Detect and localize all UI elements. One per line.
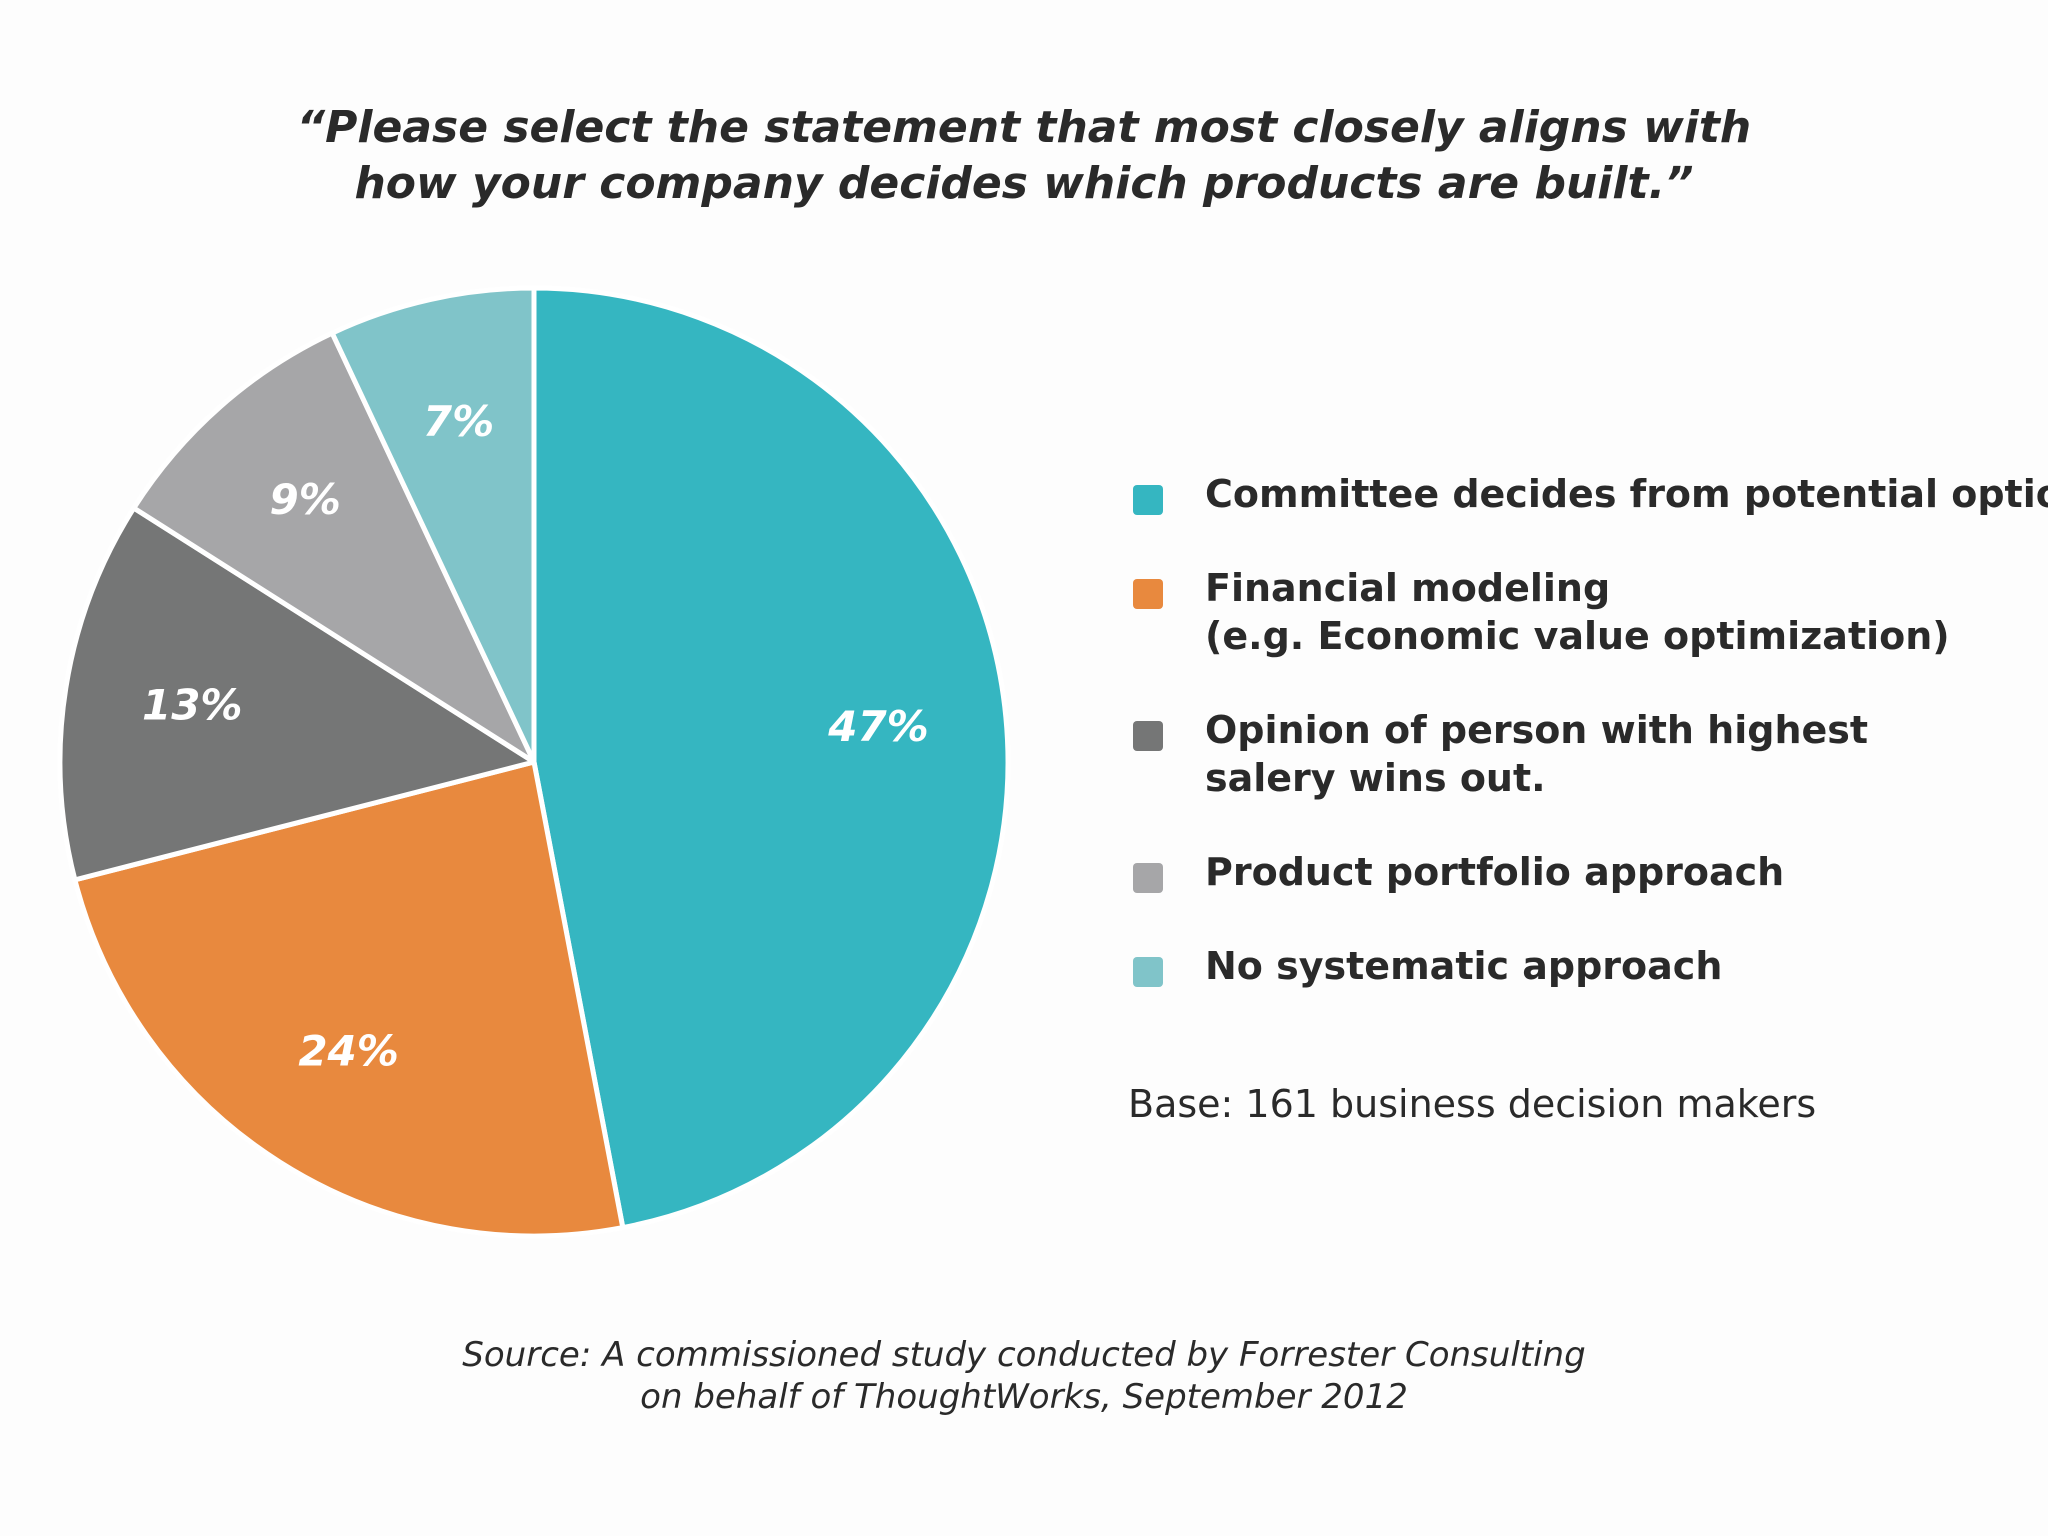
legend-label-line: Product portfolio approach xyxy=(1205,850,1785,894)
pie-slice-label-3: 9% xyxy=(270,475,341,524)
legend-swatch xyxy=(1133,485,1163,515)
legend-swatch xyxy=(1133,721,1163,751)
legend-label-line: Committee decides from potential options xyxy=(1205,472,2048,516)
legend-item-opinion-of-person-with-highest: Opinion of person with highest salery win… xyxy=(1133,706,2033,802)
chart-title-line-1: “Please select the statement that most c… xyxy=(296,102,1752,153)
legend-label-line: Financial modeling xyxy=(1205,566,1611,610)
legend: Committee decides from potential options… xyxy=(1133,470,2048,1036)
legend-label: Financial modeling (e.g. Economic value o… xyxy=(1205,564,2033,660)
source-line-2: on behalf of ThoughtWorks, September 201… xyxy=(640,1377,1408,1417)
legend-swatch xyxy=(1133,863,1163,893)
pie-slice-24-pct-1 xyxy=(72,759,626,1239)
pie-slice-13-pct-2 xyxy=(57,505,537,883)
pie-slice-label-2: 13% xyxy=(142,680,243,729)
pie-slice-label-4: 7% xyxy=(423,397,494,446)
pie-slice-47-pct-0 xyxy=(531,285,1011,1231)
legend-label: Product portfolio approach xyxy=(1205,848,2033,896)
legend-item-committee-decides-from-potential-options: Committee decides from potential options xyxy=(1133,470,2048,518)
pie-slice-7-pct-4 xyxy=(329,285,537,765)
pie-slice-label-1: 24% xyxy=(298,1027,399,1076)
legend-item-financial-modeling: Financial modeling (e.g. Economic value o… xyxy=(1133,564,2033,660)
pie-slice-label-0: 47% xyxy=(827,702,929,751)
pie-slice-9-pct-3 xyxy=(131,330,537,765)
chart-title: “Please select the statement that most c… xyxy=(0,100,2048,212)
source-note: Source: A commissioned study conducted b… xyxy=(0,1334,2048,1418)
pie-chart: 47% 24% 13% 9% 7% xyxy=(57,285,1011,1239)
legend-swatch xyxy=(1133,579,1163,609)
source-line-1: Source: A commissioned study conducted b… xyxy=(462,1335,1586,1375)
legend-label: Committee decides from potential options xyxy=(1205,470,2048,518)
legend-label-line: (e.g. Economic value optimization) xyxy=(1205,614,1950,658)
legend-item-no-systematic-approach: No systematic approach xyxy=(1133,942,2033,990)
legend-label-line: No systematic approach xyxy=(1205,944,1723,988)
base-note: Base: 161 business decision makers xyxy=(1128,1082,1817,1126)
legend-label-line: Opinion of person with highest xyxy=(1205,708,1869,752)
legend-swatch xyxy=(1133,957,1163,987)
chart-title-line-2: how your company decides which products … xyxy=(354,158,1694,209)
legend-item-product-portfolio-approach: Product portfolio approach xyxy=(1133,848,2033,896)
legend-label: Opinion of person with highest salery win… xyxy=(1205,706,2033,802)
legend-label-line: salery wins out. xyxy=(1205,756,1546,800)
legend-label: No systematic approach xyxy=(1205,942,2033,990)
